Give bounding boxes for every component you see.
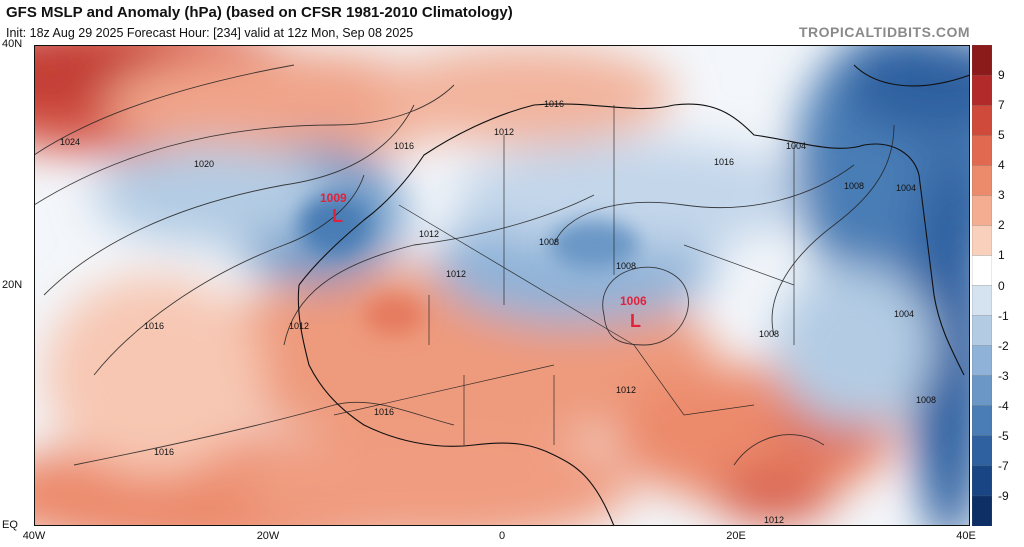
colorbar-swatch — [972, 345, 992, 377]
isobar-label: 1012 — [419, 229, 439, 239]
colorbar-tick-label: -5 — [998, 428, 1009, 443]
colorbar-tick-label: 2 — [998, 218, 1005, 233]
colorbar-tick-label: -1 — [998, 308, 1009, 323]
colorbar-tick-label: 1 — [998, 248, 1005, 263]
colorbar-tick-label: 3 — [998, 188, 1005, 203]
forecast-info: Init: 18z Aug 29 2025 Forecast Hour: [23… — [6, 26, 414, 40]
isobar-label: 1008 — [759, 329, 779, 339]
colorbar-swatch — [972, 495, 992, 526]
colorbar-swatch — [972, 45, 992, 76]
colorbar-tick-label: 0 — [998, 278, 1005, 293]
colorbar-swatch — [972, 465, 992, 497]
isobar-label: 1008 — [916, 395, 936, 405]
colorbar-swatch — [972, 285, 992, 317]
colorbar-swatch — [972, 104, 992, 136]
isobar-label: 1012 — [764, 515, 784, 525]
isobar-label: 1016 — [374, 407, 394, 417]
colorbar-tick-label: -9 — [998, 488, 1009, 503]
lon-label: 20E — [726, 530, 746, 542]
mslp-anomaly-map: 1024 1020 1016 1016 1016 1016 1016 1016 … — [34, 45, 970, 526]
anomaly-colorbar — [972, 45, 992, 526]
colorbar-tick-label: -7 — [998, 458, 1009, 473]
isobar-label: 1008 — [539, 237, 559, 247]
isobar-label: 1008 — [844, 181, 864, 191]
isobar-label: 1016 — [714, 157, 734, 167]
isobar-label: 1012 — [494, 127, 514, 137]
isobar-label: 1008 — [616, 261, 636, 271]
low-pressure-symbol: L — [332, 206, 343, 226]
isobar-label: 1004 — [786, 141, 806, 151]
lon-label: 40W — [22, 530, 46, 542]
colorbar-swatch — [972, 255, 992, 287]
lon-label: 20W — [256, 530, 280, 542]
isobar-label: 1016 — [154, 447, 174, 457]
isobar-label: 1016 — [394, 141, 414, 151]
isobar-label: 1024 — [60, 137, 80, 147]
isobar-label: 1016 — [144, 321, 164, 331]
low-pressure-value: 1009 — [320, 191, 347, 205]
isobar-label: 1012 — [616, 385, 636, 395]
colorbar-tick-label: -4 — [998, 398, 1009, 413]
isobar-label: 1012 — [446, 269, 466, 279]
colorbar-tick-label: 9 — [998, 68, 1005, 83]
colorbar-tick-label: 4 — [998, 158, 1005, 173]
colorbar-tick-label: -3 — [998, 368, 1009, 383]
lat-label: EQ — [2, 519, 18, 531]
chart-title: GFS MSLP and Anomaly (hPa) (based on CFS… — [6, 4, 513, 21]
brand-watermark: TROPICALTIDBITS.COM — [798, 24, 970, 40]
lon-label: 0 — [498, 530, 506, 542]
isobar-label: 1004 — [896, 183, 916, 193]
colorbar-swatch — [972, 74, 992, 106]
lat-label: 40N — [2, 38, 23, 50]
colorbar-swatch — [972, 195, 992, 227]
colorbar-swatch — [972, 165, 992, 196]
isobar-label: 1020 — [194, 159, 214, 169]
colorbar-swatch — [972, 135, 992, 166]
lon-label: 40E — [956, 530, 976, 542]
colorbar-swatch — [972, 405, 992, 437]
lat-label: 20N — [2, 279, 23, 291]
colorbar-tick-label: 5 — [998, 128, 1005, 143]
isobar-label: 1004 — [894, 309, 914, 319]
colorbar-swatch — [972, 225, 992, 257]
colorbar-tick-label: -2 — [998, 338, 1009, 353]
colorbar-swatch — [972, 375, 992, 407]
isobar-label: 1016 — [544, 99, 564, 109]
colorbar-swatch — [972, 315, 992, 347]
colorbar-swatch — [972, 435, 992, 467]
low-pressure-symbol: L — [630, 311, 641, 331]
colorbar-tick-label: 7 — [998, 98, 1005, 113]
isobar-label: 1012 — [289, 321, 309, 331]
low-pressure-value: 1006 — [620, 294, 647, 308]
